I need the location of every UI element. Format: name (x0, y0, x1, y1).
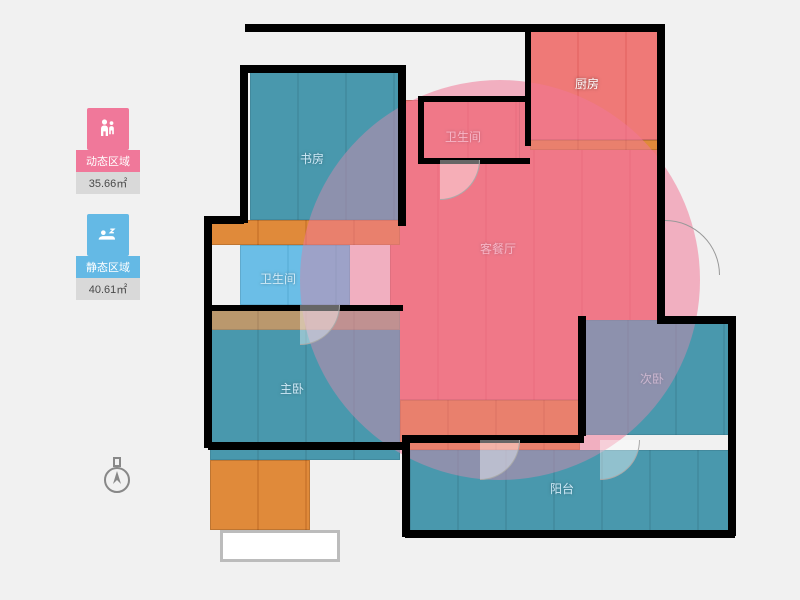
wall (665, 316, 730, 324)
wall (405, 530, 735, 538)
compass-icon (100, 456, 134, 501)
legend-static-value: 40.61㎡ (76, 278, 140, 300)
bay-window (220, 530, 340, 562)
room-kitchen (530, 30, 660, 140)
wall (245, 65, 405, 73)
legend-dynamic-value: 35.66㎡ (76, 172, 140, 194)
wall (398, 65, 406, 225)
wall (657, 24, 665, 324)
wall (418, 96, 530, 102)
room-balcony (410, 450, 730, 535)
room-bath2 (240, 245, 350, 305)
wall (204, 216, 212, 448)
wall (245, 24, 665, 32)
legend-static: 静态区域 40.61㎡ (76, 214, 140, 300)
wall (578, 316, 586, 436)
legend-dynamic-label: 动态区域 (76, 150, 140, 172)
wall (398, 218, 406, 226)
wall (728, 316, 736, 536)
legend: 动态区域 35.66㎡ 静态区域 40.61㎡ (76, 108, 140, 320)
wall (204, 216, 244, 224)
room-hall_orange4 (210, 460, 310, 530)
wall (402, 442, 410, 537)
exterior-door (665, 220, 720, 275)
floor-plan: 客餐厅厨房卫生间书房卫生间主卧次卧阳台 (180, 10, 740, 570)
wall (418, 96, 424, 162)
people-icon (87, 108, 129, 150)
room-second (580, 320, 730, 435)
legend-dynamic: 动态区域 35.66㎡ (76, 108, 140, 194)
room-study (250, 70, 400, 220)
wall (240, 65, 248, 223)
sleep-icon (87, 214, 129, 256)
wall (525, 28, 531, 146)
legend-static-label: 静态区域 (76, 256, 140, 278)
room-hall_orange5 (530, 140, 660, 150)
wall (208, 442, 408, 450)
room-bath1 (420, 100, 520, 160)
